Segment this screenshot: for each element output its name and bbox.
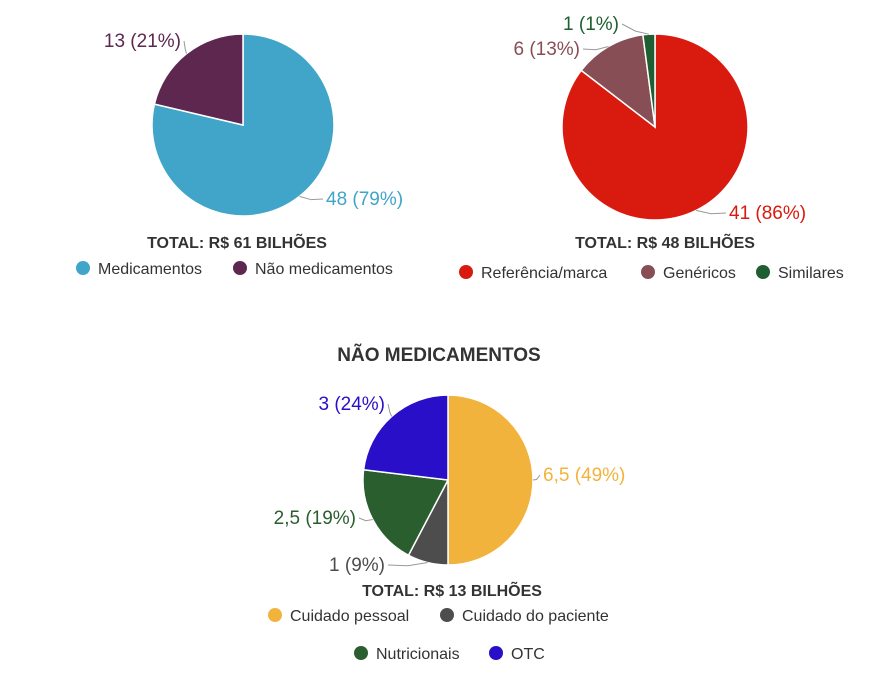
total-label: TOTAL: R$ 13 BILHÕES — [362, 580, 542, 600]
leader-line — [358, 517, 373, 522]
leader-line — [532, 474, 541, 481]
legend-label: Referência/marca — [481, 265, 607, 282]
leader-line — [183, 40, 188, 54]
legend-swatch — [233, 261, 247, 275]
chart-title: NÃO MEDICAMENTOS — [337, 344, 540, 366]
legend-label: Nutricionais — [376, 646, 460, 663]
legend-item: Referência/marca — [459, 265, 607, 282]
legend-swatch — [76, 261, 90, 275]
leader-line — [582, 45, 609, 51]
legend-swatch — [489, 646, 503, 660]
legend-label: Cuidado pessoal — [290, 608, 409, 625]
pie-slice — [362, 394, 449, 481]
pie-chart-1: 48 (79%) 13 (21%) TOTAL: R$ 61 BILHÕES Medi… — [76, 31, 403, 278]
data-label: 41 (86%) — [729, 203, 806, 224]
legend-item: Genéricos — [641, 265, 736, 282]
legend-swatch — [641, 265, 655, 279]
legend-label: Não medicamentos — [255, 261, 393, 278]
legend-swatch — [354, 646, 368, 660]
total-label: TOTAL: R$ 61 BILHÕES — [147, 232, 327, 252]
leader-line — [621, 23, 650, 35]
legend-item: Cuidado do paciente — [440, 608, 609, 625]
legend-swatch — [268, 608, 282, 622]
legend-swatch — [459, 265, 473, 279]
leader-line — [299, 195, 324, 201]
leader-line — [696, 209, 727, 215]
data-label: 48 (79%) — [326, 189, 403, 210]
legend-item: OTC — [489, 646, 545, 663]
total-label: TOTAL: R$ 48 BILHÕES — [575, 232, 755, 252]
pie-chart-2: 41 (86%) 6 (13%) 1 (1%) TOTAL: R$ 48 BILHÕE… — [459, 14, 844, 282]
legend-item: Não medicamentos — [233, 261, 393, 278]
legend-label: OTC — [511, 646, 545, 663]
legend-item: Cuidado pessoal — [268, 608, 409, 625]
legend-item: Medicamentos — [76, 261, 202, 278]
pie-chart-3: 6,5 (49%) 1 (9%) 2,5 (19%) 3 (24%) NÃO MEDIC… — [268, 344, 625, 663]
legend-item: Similares — [756, 265, 844, 282]
legend-label: Medicamentos — [98, 261, 202, 278]
pie-slice — [362, 468, 450, 557]
legend-label: Similares — [778, 265, 844, 282]
pie-slice — [447, 394, 534, 566]
data-label: 6 (13%) — [513, 39, 580, 60]
data-label: 6,5 (49%) — [543, 465, 625, 486]
legend-swatch — [440, 608, 454, 622]
data-label: 1 (1%) — [563, 14, 619, 35]
legend-item: Nutricionais — [354, 646, 460, 663]
data-label: 13 (21%) — [104, 31, 181, 52]
data-label: 2,5 (19%) — [274, 508, 356, 529]
legend-swatch — [756, 265, 770, 279]
data-label: 3 (24%) — [318, 394, 385, 415]
leader-line — [387, 403, 393, 417]
legend-label: Genéricos — [663, 265, 736, 282]
leader-line — [387, 562, 428, 567]
data-label: 1 (9%) — [329, 555, 385, 576]
legend-label: Cuidado do paciente — [462, 608, 609, 625]
